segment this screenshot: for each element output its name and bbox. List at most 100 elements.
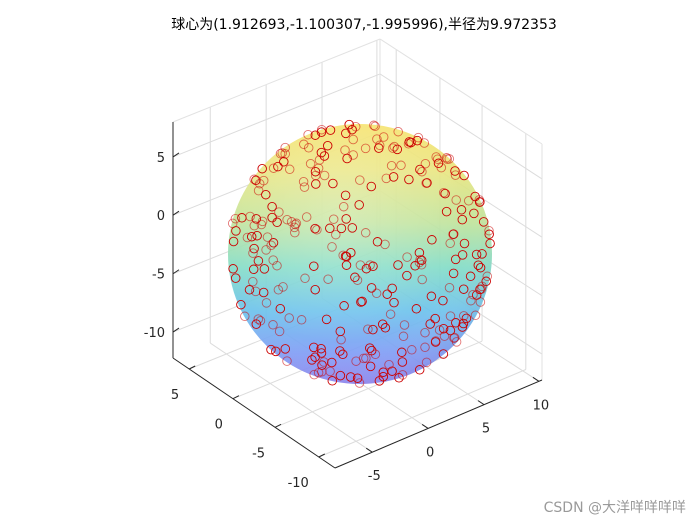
data-point: [398, 331, 409, 342]
data-point: [421, 357, 432, 368]
z-tick-mark: [172, 327, 180, 333]
data-point: [336, 223, 347, 234]
data-point: [342, 153, 352, 164]
sphere-surface: [228, 124, 492, 384]
data-point: [290, 227, 300, 238]
data-point: [434, 325, 445, 335]
data-point: [279, 157, 289, 167]
data-point: [240, 311, 250, 322]
data-point: [420, 327, 430, 338]
data-point: [366, 283, 377, 293]
data-point: [327, 242, 337, 252]
data-point: [456, 205, 467, 215]
y-axis-line: [172, 357, 336, 469]
z-tick-label: -10: [144, 326, 165, 341]
data-point: [289, 222, 300, 233]
tick-labels: 5 0 -5 -10 5 0 -5 -10 -5 0 5 10: [144, 151, 549, 491]
data-point: [272, 260, 282, 271]
data-point: [310, 284, 320, 295]
data-point: [255, 316, 266, 326]
data-point: [346, 247, 356, 258]
data-point: [457, 322, 468, 332]
data-point: [338, 349, 348, 360]
data-point: [356, 297, 366, 307]
data-point: [448, 268, 459, 279]
data-point: [268, 238, 279, 248]
data-point: [465, 271, 476, 282]
data-point: [350, 272, 360, 283]
data-point: [322, 140, 333, 151]
y-tick-label: -10: [288, 476, 309, 491]
z-tick-mark: [172, 210, 180, 216]
data-point: [382, 289, 392, 299]
data-point: [451, 318, 461, 328]
data-point: [396, 160, 406, 171]
data-point: [261, 298, 272, 308]
data-point: [351, 356, 361, 366]
data-point: [248, 248, 258, 258]
data-point: [316, 343, 326, 354]
data-point: [380, 323, 391, 333]
data-point: [236, 299, 246, 310]
data-point: [352, 373, 363, 383]
data-point: [335, 346, 345, 356]
data-point: [259, 264, 270, 274]
data-point: [319, 357, 329, 367]
chart-title: 球心为(1.912693,-1.100307,-1.995996),半径为9.9…: [171, 17, 557, 33]
data-point: [301, 212, 312, 222]
x-tick-mark: [532, 376, 540, 382]
data-point: [327, 357, 337, 368]
data-point: [357, 296, 367, 307]
data-point: [389, 297, 399, 308]
data-point: [420, 342, 430, 353]
data-point: [411, 304, 422, 314]
data-point: [444, 282, 455, 293]
data-point: [484, 225, 494, 236]
data-point: [354, 200, 364, 210]
data-point: [348, 150, 358, 160]
data-point: [365, 343, 375, 353]
data-point: [378, 132, 389, 142]
data-point: [406, 137, 416, 148]
data-point: [363, 324, 373, 334]
data-point: [422, 178, 432, 188]
data-point: [470, 310, 481, 321]
data-point: [459, 170, 469, 181]
data-point: [361, 263, 372, 274]
data-point: [312, 225, 322, 235]
data-point: [327, 376, 338, 386]
data-point: [341, 214, 351, 224]
data-point: [416, 260, 427, 270]
data-point: [305, 158, 316, 169]
data-point: [441, 153, 452, 163]
data-point: [267, 212, 277, 223]
data-point: [381, 173, 392, 184]
data-point: [365, 260, 375, 270]
z-tick-label: -5: [152, 268, 165, 283]
data-point: [360, 228, 371, 238]
data-point: [325, 223, 335, 234]
data-point: [399, 320, 410, 330]
data-point: [355, 260, 366, 270]
data-point: [310, 352, 320, 362]
data-point: [478, 217, 489, 227]
data-point: [316, 127, 327, 137]
data-point: [298, 176, 309, 187]
data-point: [407, 345, 417, 355]
data-point: [370, 349, 381, 360]
data-point: [303, 143, 314, 153]
data-point: [445, 325, 456, 336]
data-point: [380, 239, 390, 250]
data-point: [463, 196, 474, 206]
data-point: [299, 139, 309, 150]
data-point: [316, 124, 327, 135]
data-point: [431, 152, 441, 162]
data-point: [371, 288, 382, 299]
data-point: [403, 139, 414, 149]
data-point: [321, 314, 332, 325]
data-point: [280, 344, 291, 354]
data-point: [253, 185, 264, 196]
data-point: [445, 238, 455, 249]
data-point: [482, 271, 493, 282]
